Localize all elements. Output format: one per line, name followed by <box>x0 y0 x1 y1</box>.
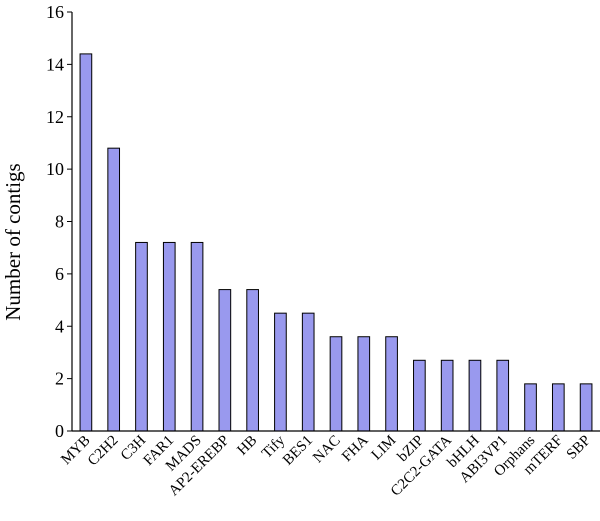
bar-tify <box>274 312 287 432</box>
y-tick-label: 6 <box>55 264 64 284</box>
bar-nac <box>329 336 343 432</box>
y-tick-label: 14 <box>46 54 64 74</box>
x-tick-label: HB <box>234 433 260 459</box>
x-tick-label: SBP <box>564 433 594 463</box>
bar-orphans <box>524 383 537 432</box>
x-tick-label: LIM <box>369 433 400 464</box>
x-tick-label: NAC <box>310 433 344 467</box>
bar-ap2-erebp <box>218 289 232 432</box>
y-axis-label: Number of contigs <box>1 163 25 320</box>
bars-group <box>79 53 593 432</box>
x-tick-label: BES1 <box>280 433 316 469</box>
bar-sbp <box>579 383 593 432</box>
bar-bes1 <box>301 312 315 432</box>
bar-c2h2 <box>107 147 121 432</box>
y-tick-label: 10 <box>46 159 64 179</box>
bar-bhlh <box>468 359 482 432</box>
y-tick-label: 16 <box>46 2 64 22</box>
y-tick-label: 0 <box>55 421 64 441</box>
y-axis: 0 2 4 6 8 10 12 14 16 <box>46 2 73 441</box>
bar-hb <box>246 289 259 432</box>
x-tick-label: C2H2 <box>85 433 122 470</box>
bar-abi3vp1 <box>496 359 510 432</box>
bar-mterf <box>551 383 565 432</box>
y-tick-label: 8 <box>55 212 64 232</box>
bar-c2c2-gata <box>440 359 454 432</box>
bar-lim <box>385 336 398 432</box>
bar-mads <box>190 241 204 432</box>
y-tick-label: 2 <box>55 369 64 389</box>
y-tick-label: 12 <box>46 107 64 127</box>
x-tick-label: FHA <box>339 432 372 465</box>
bar-c3h <box>135 241 148 432</box>
bar-fha <box>357 336 371 432</box>
y-tick-label: 4 <box>55 316 64 336</box>
bar-myb <box>79 53 93 432</box>
bar-bzip <box>413 359 426 432</box>
bar-far1 <box>162 241 176 432</box>
